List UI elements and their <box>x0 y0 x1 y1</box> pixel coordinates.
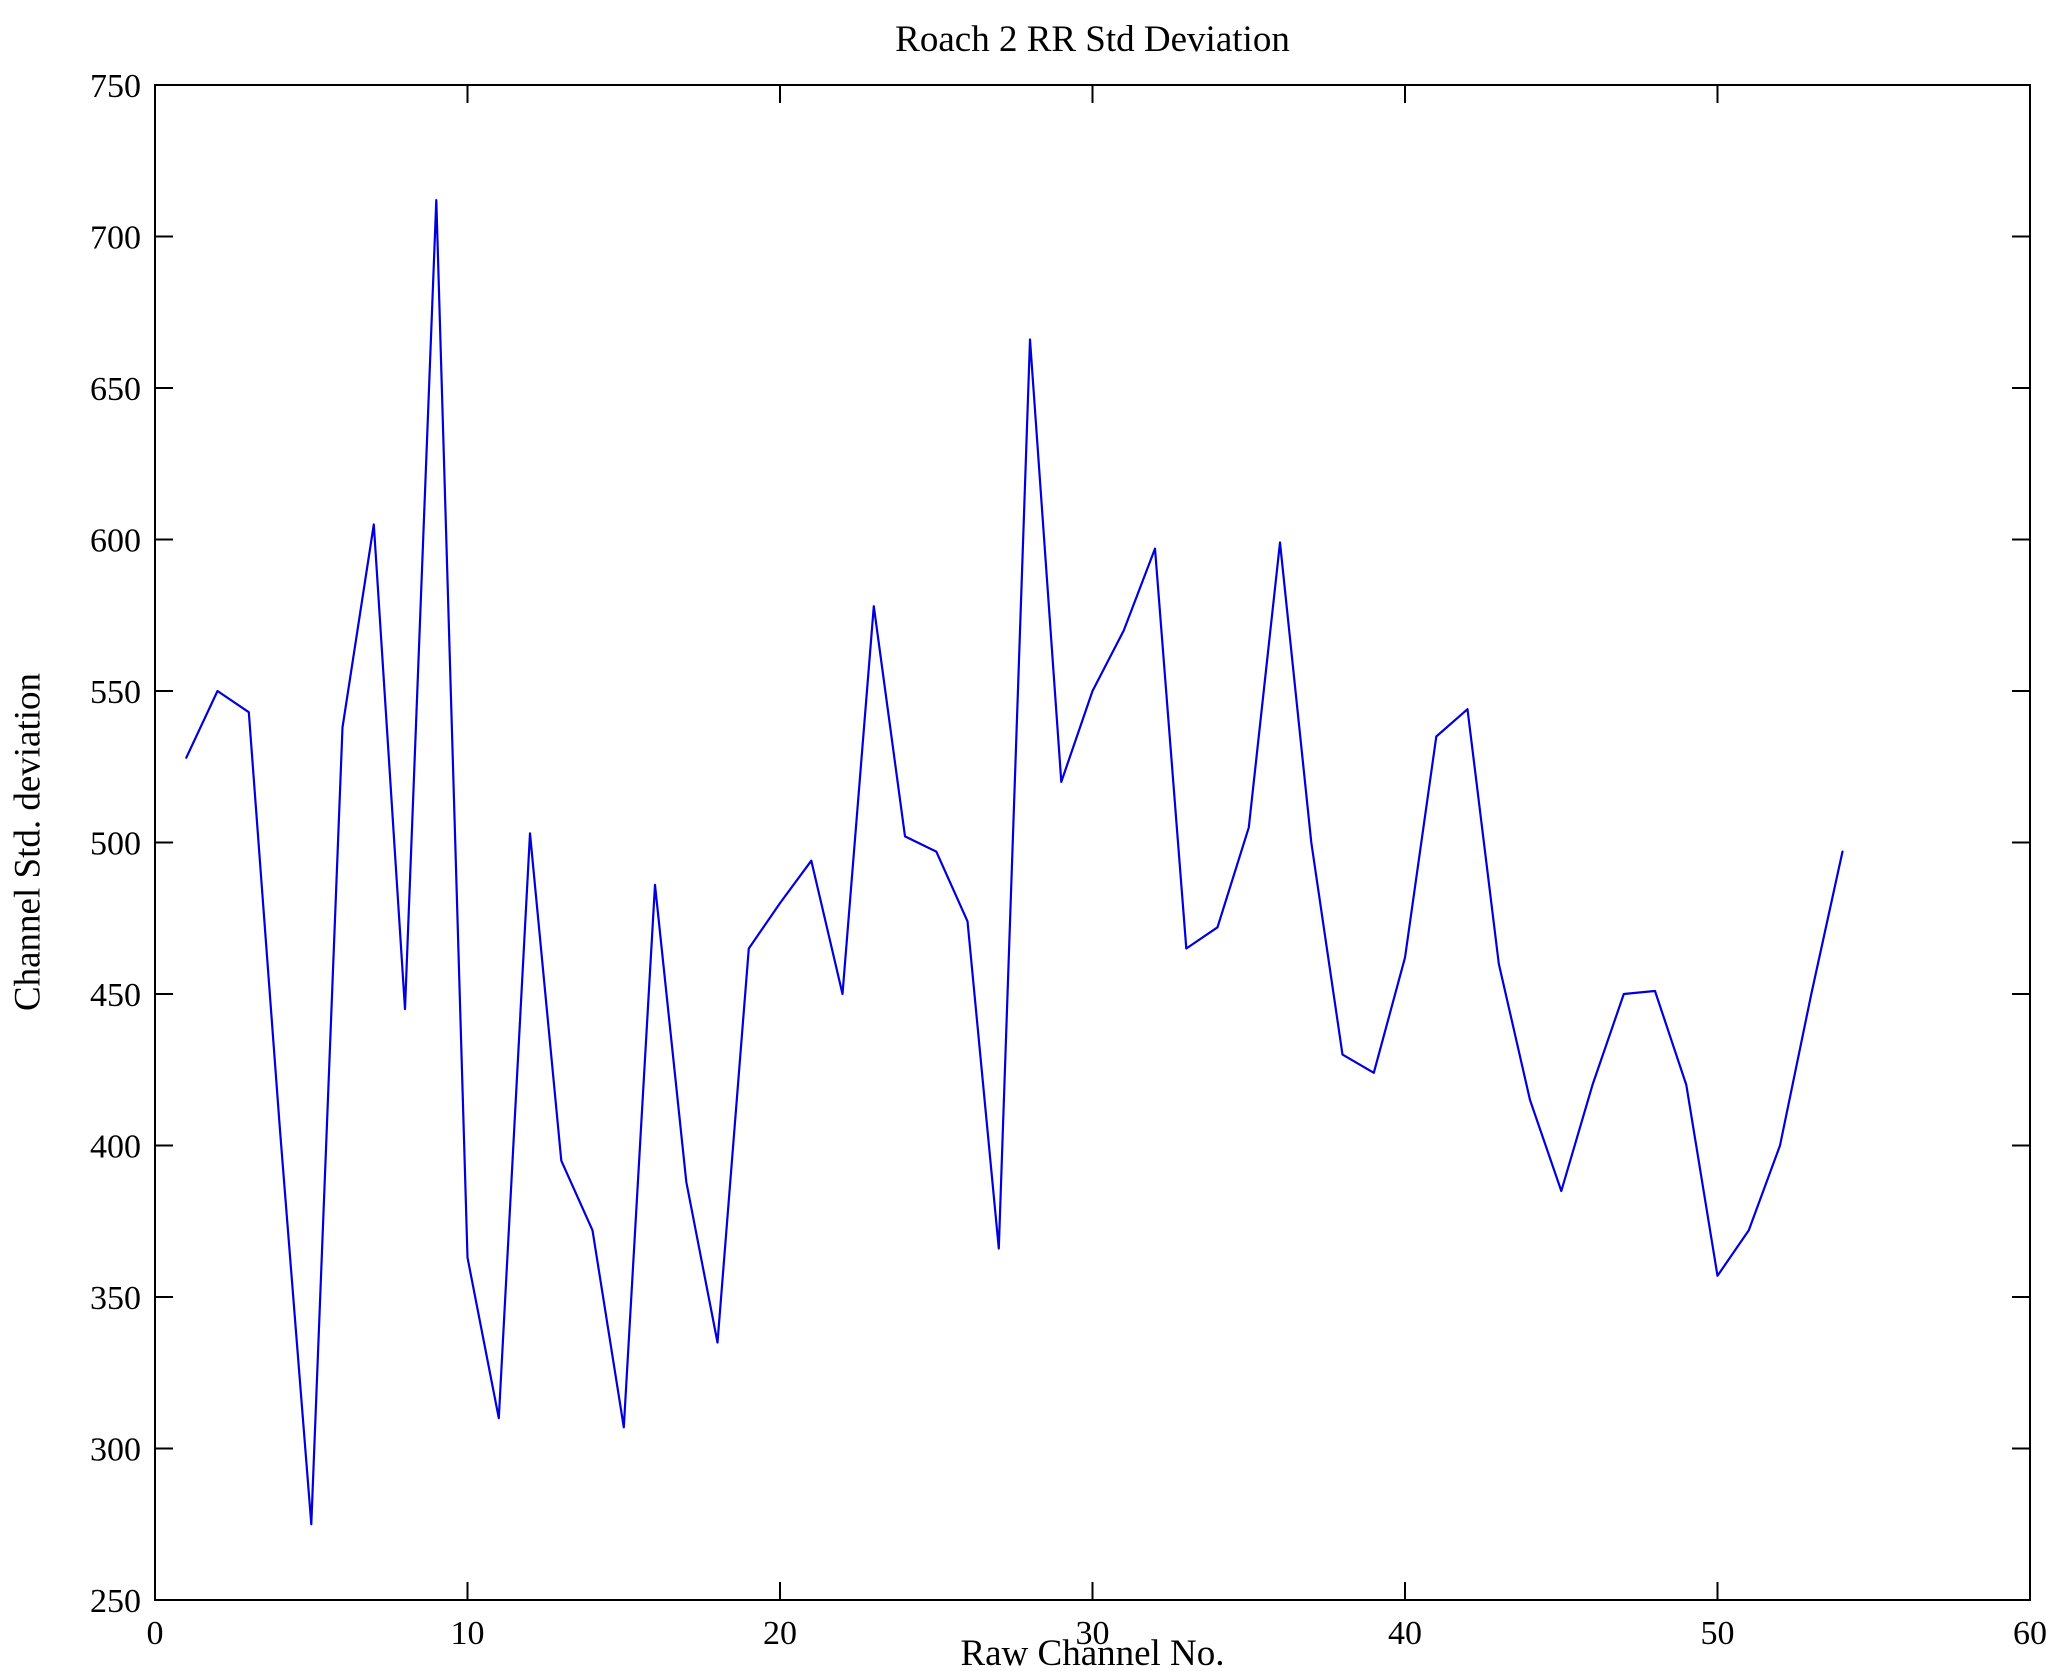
x-tick-label: 30 <box>1076 1615 1110 1652</box>
y-tick-label: 650 <box>90 371 141 408</box>
y-tick-label: 500 <box>90 826 141 863</box>
data-series-line <box>185 199 1844 1526</box>
x-axis-label: Raw Channel No. <box>960 1633 1225 1671</box>
y-tick-label: 350 <box>90 1280 141 1317</box>
axes-box <box>154 84 2031 1601</box>
x-tick-label: 20 <box>763 1615 797 1652</box>
y-tick-label: 400 <box>90 1129 141 1166</box>
x-tick-label: 40 <box>1388 1615 1422 1652</box>
y-tick-label: 550 <box>90 674 141 711</box>
chart-title: Roach 2 RR Std Deviation <box>895 19 1290 60</box>
x-tick-label: 10 <box>451 1615 485 1652</box>
y-tick-label: 450 <box>90 977 141 1014</box>
x-tick-label: 50 <box>1701 1615 1735 1652</box>
y-tick-label: 250 <box>90 1583 141 1620</box>
y-tick-label: 600 <box>90 523 141 560</box>
y-tick-label: 300 <box>90 1432 141 1469</box>
x-tick-label: 0 <box>147 1615 164 1652</box>
x-tick-label: 60 <box>2013 1615 2046 1652</box>
y-tick-label: 700 <box>90 220 141 257</box>
y-tick-label: 750 <box>90 68 141 105</box>
